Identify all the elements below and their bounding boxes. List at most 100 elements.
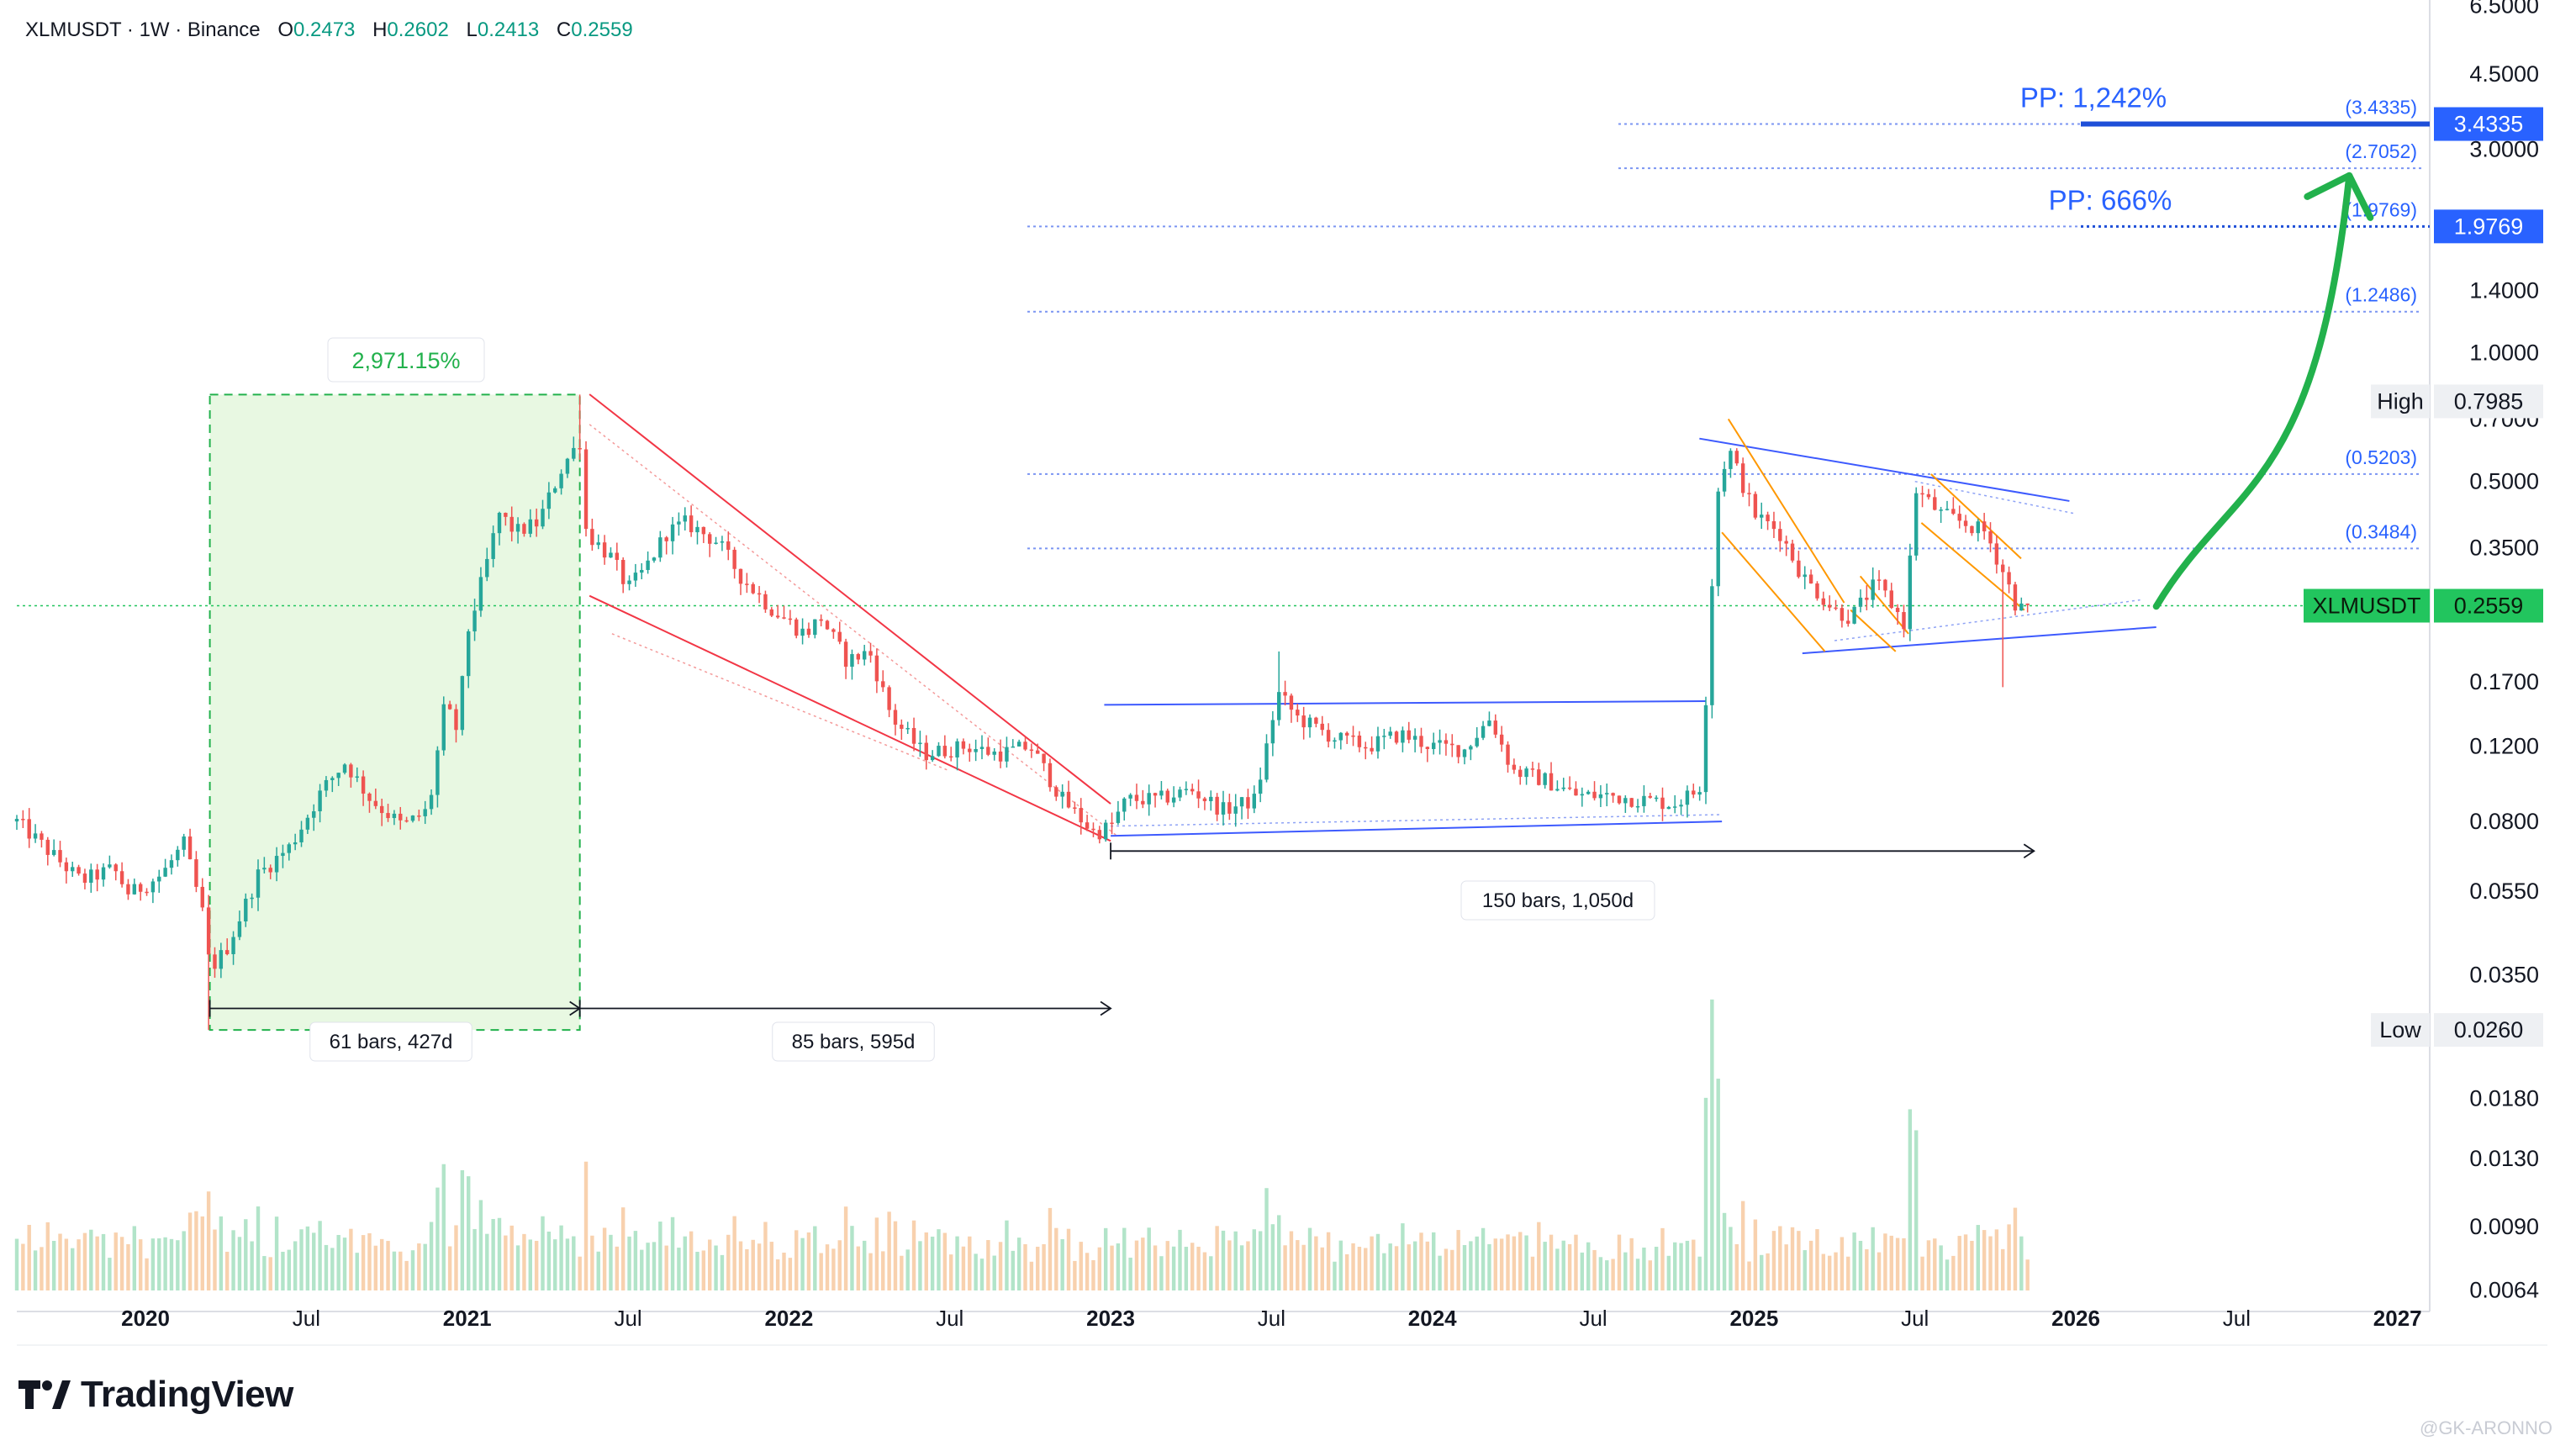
volume-bar — [1196, 1246, 1201, 1290]
candle-body — [1858, 597, 1863, 607]
price-axis[interactable]: 6.50004.50003.00001.40001.00000.70000.50… — [2304, 0, 2543, 1302]
candle-body — [1821, 598, 1826, 605]
volume-bar — [1760, 1254, 1764, 1290]
candle-body — [1951, 509, 1956, 515]
flag-line — [1721, 531, 1826, 652]
volume-bar — [1307, 1227, 1312, 1290]
candle-body — [1672, 806, 1677, 808]
chart-frame — [17, 0, 2547, 1346]
candle-body — [2019, 603, 2024, 611]
volume-bar — [541, 1216, 545, 1290]
time-tick-label: 2027 — [2373, 1306, 2422, 1331]
last-price-badge-label: XLMUSDT — [2312, 594, 2420, 619]
candle-body — [918, 742, 922, 745]
candle-body — [1716, 491, 1720, 587]
volume-bar — [1215, 1226, 1219, 1290]
volume-bar — [231, 1230, 235, 1290]
target-label: PP: 666% — [2049, 184, 2172, 215]
volume-bar — [1382, 1253, 1386, 1290]
volume-bar — [1122, 1227, 1127, 1290]
candle-body — [1487, 720, 1491, 726]
volume-bar — [1957, 1236, 1961, 1290]
volume-bar — [1171, 1246, 1176, 1290]
volume-bar — [138, 1239, 143, 1290]
volume-bar — [1351, 1243, 1355, 1290]
volume-bar — [1344, 1253, 1349, 1290]
fib-level-label: (0.5203) — [2345, 446, 2417, 468]
wedge-lower-line — [589, 594, 1111, 842]
volume-bar — [856, 1246, 861, 1290]
candle-body — [1307, 717, 1312, 728]
price-candles — [14, 394, 2030, 1031]
volume-bar — [1784, 1244, 1788, 1290]
volume-bar — [1364, 1248, 1368, 1290]
author-watermark: @GK-ARONNO — [2419, 1417, 2552, 1438]
volume-bar — [850, 1226, 854, 1290]
candle-body — [948, 756, 953, 758]
volume-bar — [1722, 1212, 1727, 1290]
volume-bar — [485, 1233, 489, 1290]
volume-bar — [609, 1234, 613, 1290]
volume-bar — [1314, 1236, 1318, 1290]
candle-body — [1005, 747, 1009, 762]
volume-bar — [806, 1232, 811, 1290]
volume-bar — [262, 1256, 267, 1290]
volume-bar — [89, 1229, 93, 1290]
candle-body — [1333, 740, 1337, 742]
tradingview-brand[interactable]: TradingView — [18, 1374, 293, 1416]
volume-bar — [1753, 1219, 1758, 1290]
volume-bar — [194, 1211, 198, 1290]
volume-bar — [491, 1218, 495, 1290]
volume-bar — [887, 1211, 891, 1290]
volume-bar — [1073, 1260, 1077, 1290]
candle-body — [132, 884, 137, 895]
volume-bar — [1370, 1236, 1374, 1290]
price-tick-label: 0.5000 — [2469, 469, 2539, 494]
volume-bar — [1660, 1227, 1665, 1290]
volume-bar — [813, 1226, 817, 1290]
time-tick-label: Jul — [1258, 1306, 1285, 1331]
candle-body — [119, 871, 124, 884]
symbol-info[interactable]: XLMUSDT · 1W · Binance — [25, 18, 261, 41]
volume-bar — [1475, 1236, 1479, 1290]
candle-body — [373, 800, 378, 806]
candle-body — [905, 727, 910, 730]
volume-bar — [1283, 1245, 1287, 1290]
candle-body — [1382, 736, 1386, 737]
candle-body — [862, 651, 867, 660]
candle-body — [1091, 828, 1095, 831]
volume-bar — [534, 1240, 539, 1290]
volume-bar — [590, 1235, 594, 1290]
time-tick-label: 2022 — [764, 1306, 813, 1331]
volume-bar — [1444, 1248, 1449, 1290]
volume-bar — [1778, 1226, 1782, 1290]
volume-bar — [1091, 1259, 1095, 1290]
volume-bar — [900, 1255, 904, 1290]
candle-body — [1902, 612, 1906, 630]
candle-body — [342, 764, 347, 773]
volume-bar — [522, 1233, 526, 1290]
candle-body — [1555, 789, 1560, 791]
volume-bar — [45, 1222, 50, 1290]
high-value: 0.2602 — [387, 18, 449, 41]
volume-bar — [460, 1169, 465, 1290]
volume-bar — [1394, 1246, 1399, 1290]
candle-body — [1475, 737, 1479, 747]
last-price-badge: XLMUSDT 0.2559 — [2304, 588, 2543, 623]
candle-body — [794, 619, 799, 636]
candle-body — [800, 628, 805, 636]
atl-badge-value: 0.0260 — [2454, 1017, 2524, 1042]
volume-bar — [1939, 1245, 1943, 1290]
volume-bar — [1747, 1261, 1751, 1290]
candle-body — [1623, 798, 1628, 804]
time-axis[interactable]: 2020 Jul 2021 Jul 2022 Jul 2023 Jul 2024 Jul 2025 J… — [121, 1306, 2422, 1331]
candle-body — [399, 813, 403, 821]
volume-bar — [1128, 1257, 1132, 1290]
candle-body — [379, 805, 384, 814]
fib-level-label: (2.7052) — [2345, 140, 2417, 162]
candle-body — [1766, 515, 1770, 521]
time-tick-label: 2024 — [1408, 1306, 1457, 1331]
candle-body — [169, 860, 174, 868]
volume-bar — [1654, 1247, 1659, 1290]
